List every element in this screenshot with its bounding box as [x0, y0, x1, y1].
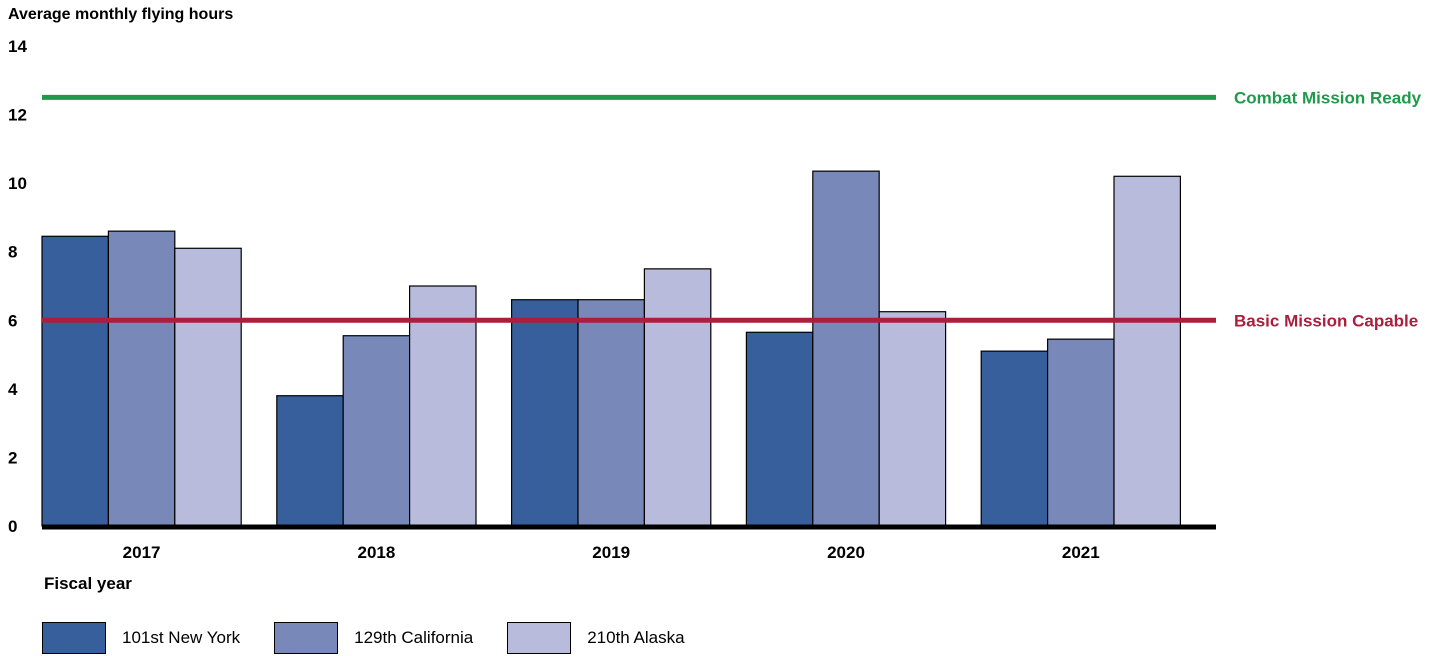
bars	[41, 170, 1182, 527]
legend-item-series-3: 210th Alaska	[507, 622, 685, 654]
legend: 101st New York 129th California 210th Al…	[42, 622, 719, 654]
legend-swatch-series-1	[42, 622, 106, 654]
reference-line-label: Basic Mission Capable	[1234, 311, 1418, 330]
bar	[745, 331, 814, 527]
bar	[577, 299, 646, 527]
x-axis-title: Fiscal year	[44, 574, 132, 593]
bar	[1046, 338, 1115, 527]
bar	[174, 247, 242, 527]
y-tick-label: 4	[8, 380, 18, 399]
legend-label-series-1: 101st New York	[122, 628, 241, 647]
bar	[980, 350, 1049, 527]
y-axis-title: Average monthly flying hours	[8, 6, 234, 23]
bar	[409, 285, 477, 527]
bar	[511, 299, 579, 527]
bar	[812, 170, 880, 527]
y-tick-label: 12	[8, 106, 27, 125]
y-tick-label: 10	[8, 174, 27, 193]
y-tick-label: 14	[8, 37, 27, 56]
y-tick-labels: 0 2 4 6 8 10 12 14	[8, 37, 27, 536]
bar	[276, 395, 344, 527]
x-tick-label: 2021	[1062, 543, 1100, 562]
bar	[878, 311, 947, 527]
legend-item-series-2: 129th California	[274, 622, 473, 654]
bar	[107, 230, 176, 527]
x-tick-label: 2020	[827, 543, 865, 562]
y-tick-label: 6	[8, 311, 17, 330]
legend-item-series-1: 101st New York	[42, 622, 240, 654]
bar	[643, 268, 712, 527]
x-tick-label: 2018	[357, 543, 395, 562]
legend-swatch-series-3	[507, 622, 572, 654]
x-tick-label: 2017	[123, 543, 161, 562]
reference-lines: Combat Mission Ready Basic Mission Capabl…	[42, 88, 1422, 330]
legend-label-series-2: 129th California	[354, 628, 474, 647]
bar	[1113, 175, 1182, 527]
x-axis: 2017 2018 2019 2020 2021	[42, 524, 1216, 562]
reference-line-label: Combat Mission Ready	[1234, 88, 1422, 107]
bar	[342, 335, 411, 527]
y-tick-label: 8	[8, 243, 17, 262]
legend-swatch-series-2	[274, 622, 339, 654]
y-tick-label: 0	[8, 517, 17, 536]
x-tick-label: 2019	[592, 543, 630, 562]
legend-label-series-3: 210th Alaska	[587, 628, 685, 647]
y-tick-label: 2	[8, 448, 17, 467]
bar	[41, 235, 110, 527]
